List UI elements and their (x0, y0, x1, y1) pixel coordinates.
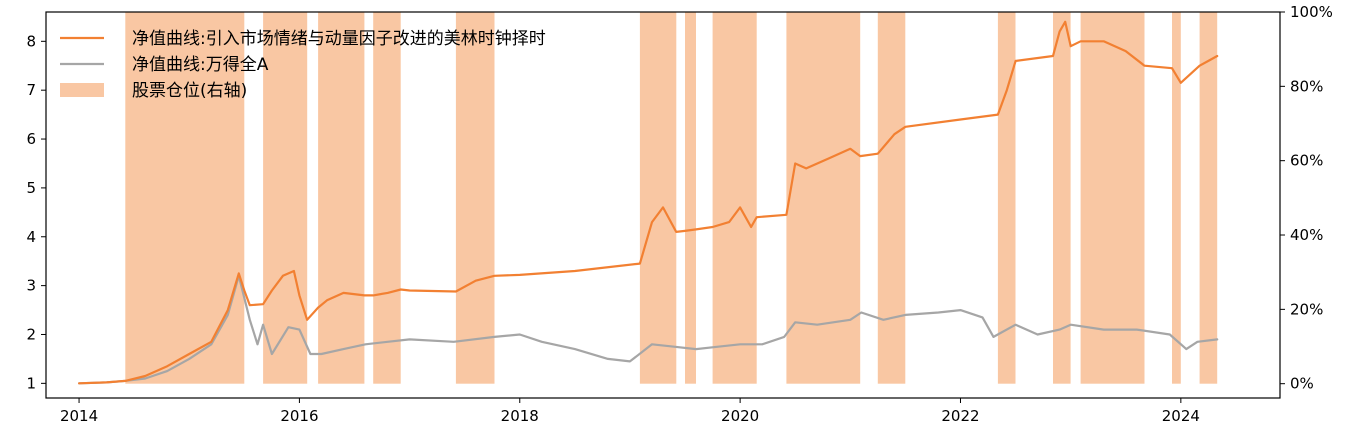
series-line-wind-all-a (77, 274, 1219, 385)
y-right-tick-label: 20% (1290, 300, 1323, 318)
y-right-tick-label: 80% (1290, 77, 1323, 95)
position-bar (318, 12, 365, 384)
x-tick-label: 2016 (280, 407, 318, 425)
position-bar (786, 12, 861, 384)
legend-label: 净值曲线:引入市场情绪与动量因子改进的美林时钟择时 (132, 29, 546, 49)
x-tick-label: 2022 (941, 407, 979, 425)
position-bar (712, 12, 757, 384)
x-tick-label: 2018 (501, 407, 539, 425)
x-tick-label: 2020 (721, 407, 759, 425)
y-axis-left: 1 2 3 4 5 6 7 8 (26, 32, 46, 392)
position-bar (685, 12, 696, 384)
series-line-strategy (77, 20, 1219, 385)
x-tick-label: 2024 (1162, 407, 1200, 425)
y-axis-right: 0% 20% 40% 60% 80% 100% (1280, 3, 1333, 393)
plot-frame (45, 11, 1281, 399)
legend-label: 净值曲线:万得全A (132, 55, 269, 75)
y-right-tick-label: 60% (1290, 152, 1323, 170)
y-right-tick-label: 100% (1290, 3, 1333, 21)
y-left-tick-label: 8 (26, 32, 36, 50)
position-bar (1172, 12, 1181, 384)
position-bars-layer (125, 12, 1218, 384)
y-left-tick-label: 3 (26, 277, 36, 295)
legend-label: 股票仓位(右轴) (132, 81, 247, 101)
position-bar (263, 12, 308, 384)
y-left-tick-label: 1 (26, 374, 36, 392)
legend-swatch-patch (60, 83, 104, 97)
position-bar (373, 12, 401, 384)
position-bar (455, 12, 495, 384)
y-left-tick-label: 7 (26, 81, 36, 99)
position-bar (1080, 12, 1145, 384)
position-bar (1199, 12, 1218, 384)
y-right-tick-label: 0% (1290, 375, 1314, 393)
y-left-tick-label: 4 (26, 228, 36, 246)
position-bar (877, 12, 906, 384)
x-tick-label: 2014 (60, 407, 98, 425)
position-bar (639, 12, 677, 384)
series-layer (77, 20, 1219, 385)
y-left-tick-label: 5 (26, 179, 36, 197)
y-left-tick-label: 2 (26, 325, 36, 343)
x-axis: 2014 2016 2018 2020 2022 2024 (60, 398, 1200, 425)
y-right-tick-label: 40% (1290, 226, 1323, 244)
position-bar (1053, 12, 1071, 384)
y-left-tick-label: 6 (26, 130, 36, 148)
